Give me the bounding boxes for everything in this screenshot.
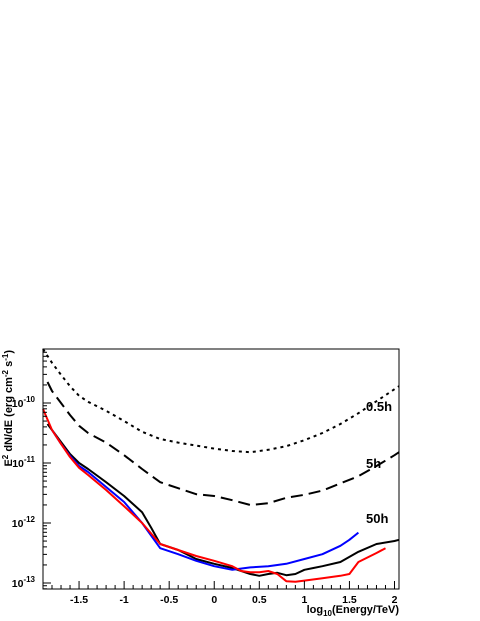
series-layer [42,348,400,583]
anno-layer: 0.5h 5h 50h [366,399,392,526]
axis-title-layer: log10(Energy/TeV) E2 dN/dE (erg cm-2 s-1) [1,350,399,618]
series-line-2 [46,423,400,577]
labels-layer: -1.5 -1 -0.5 0 0.5 1 1.5 2 10-10 10-11 10-12 10-13 [12,395,398,606]
series-line-3 [51,429,360,571]
x-tick-label: 0.5 [252,594,267,606]
x-tick-label: 0 [211,594,217,606]
annotation-0.5h: 0.5h [366,399,392,414]
y-tick-label: 10-11 [12,455,35,470]
ticks-layer [42,351,395,590]
x-axis-label: log10(Energy/TeV) [307,604,400,618]
x-tick-label: -1 [119,594,128,606]
series-line-0 [42,348,400,454]
x-tick-label: 1 [301,594,307,606]
y-tick-label: 10-10 [12,395,36,410]
y-tick-label: 10-13 [12,575,36,590]
y-tick-label: 10-12 [12,515,36,530]
x-tick-label: -1.5 [70,594,88,606]
x-tick-label: 1.5 [342,594,357,606]
series-line-4 [42,408,386,583]
annotation-5h: 5h [366,456,381,471]
y-axis-label: E2 dN/dE (erg cm-2 s-1) [1,350,15,467]
x-tick-label: 2 [392,594,398,606]
series-line-1 [46,381,400,506]
x-tick-label: -0.5 [160,594,178,606]
annotation-50h: 50h [366,511,388,526]
plot-frame [42,348,400,590]
